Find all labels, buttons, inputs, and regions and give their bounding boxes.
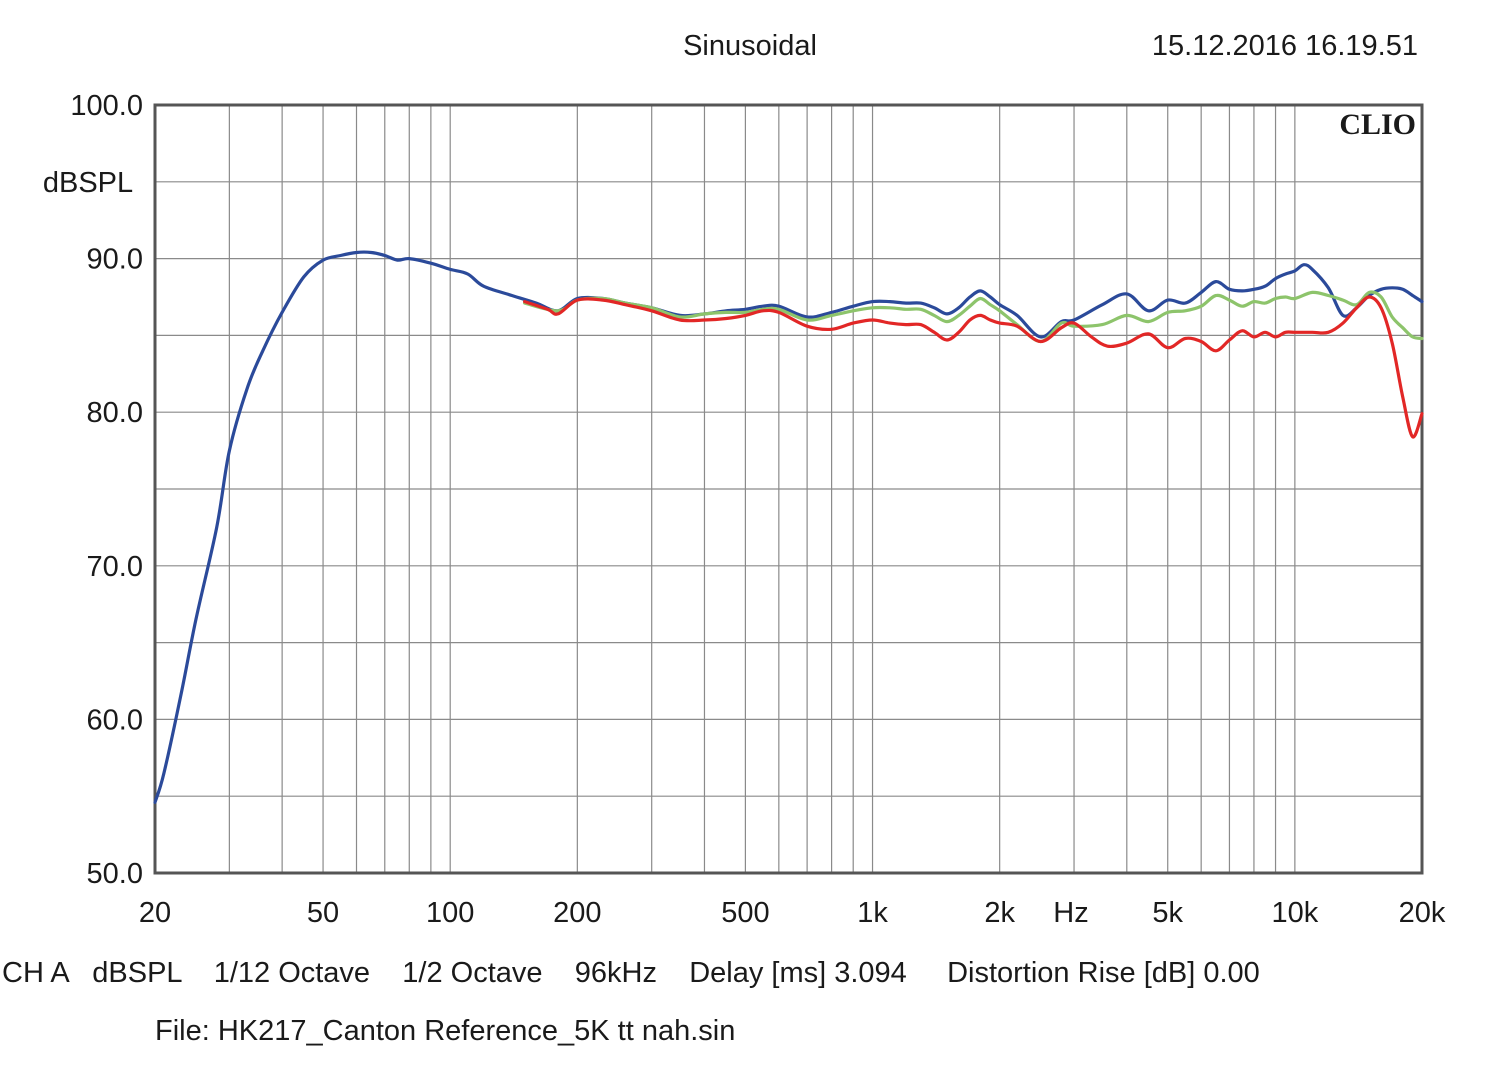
x-tick-label: 20k <box>1399 897 1446 929</box>
x-tick-label: 500 <box>721 897 769 929</box>
measurement-info: CH A dBSPL 1/12 Octave 1/2 Octave 96kHz … <box>2 957 1260 989</box>
x-tick-label: 200 <box>553 897 601 929</box>
y-tick-labels: 100.0 90.0 80.0 70.0 60.0 50.0 <box>70 90 143 890</box>
x-axis-label: Hz <box>1053 897 1088 929</box>
file-name: File: HK217_Canton Reference_5K tt nah.s… <box>155 1015 735 1047</box>
y-tick-label: 50.0 <box>87 858 143 890</box>
chart-title: Sinusoidal <box>683 30 817 62</box>
timestamp: 15.12.2016 16.19.51 <box>1152 30 1418 62</box>
brand-logo: CLIO <box>1339 108 1416 141</box>
y-tick-label: 80.0 <box>87 397 143 429</box>
x-tick-label: 50 <box>307 897 339 929</box>
series-lines <box>153 250 1424 804</box>
x-tick-label: 20 <box>139 897 171 929</box>
grid <box>155 105 1422 873</box>
x-tick-label: 1k <box>857 897 888 929</box>
y-tick-label: 100.0 <box>70 90 143 122</box>
x-tick-label: 5k <box>1152 897 1183 929</box>
y-tick-label: 60.0 <box>87 704 143 736</box>
y-tick-label: 70.0 <box>87 551 143 583</box>
plot-frame <box>153 103 1424 875</box>
x-tick-label: 10k <box>1271 897 1318 929</box>
x-tick-label: 100 <box>426 897 474 929</box>
series-line-3 <box>523 295 1424 439</box>
y-tick-label: 90.0 <box>87 244 143 276</box>
y-axis-label: dBSPL <box>43 167 133 199</box>
x-tick-label: 2k <box>984 897 1015 929</box>
series-line-1 <box>153 250 1424 804</box>
x-tick-labels: 20 50 100 200 500 1k 2k 5k 10k 20k <box>139 897 1446 929</box>
